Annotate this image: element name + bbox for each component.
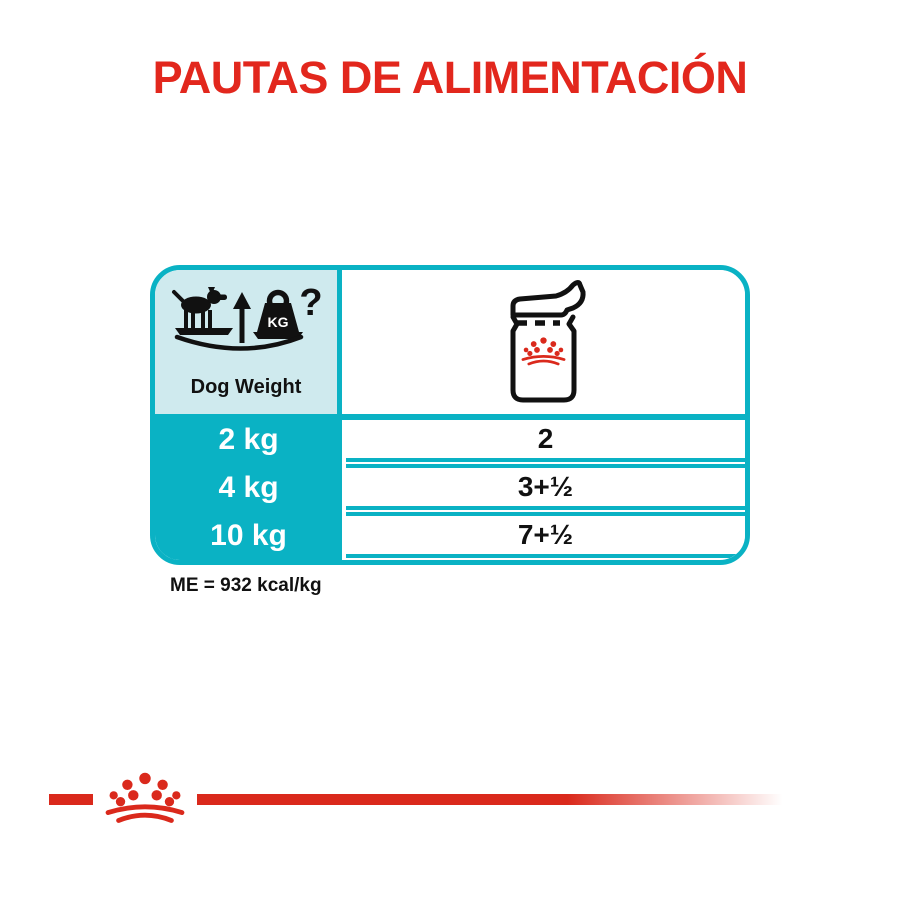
dog-weight-value: 2 kg <box>218 423 279 456</box>
dog-weight-value: 4 kg <box>218 471 279 504</box>
question-mark-icon: ? <box>299 286 321 324</box>
row-gap <box>346 510 745 512</box>
wet-food-pouch-icon <box>510 280 586 403</box>
page-title: PAUTAS DE ALIMENTACIÓN <box>152 52 748 103</box>
pouch-count-column: 2 3+½ 7+½ <box>346 420 745 558</box>
pouch-header-cell <box>342 270 745 414</box>
pouch-count-value: 7+½ <box>346 512 745 558</box>
dog-icon <box>172 286 227 328</box>
energy-footnote: ME = 932 kcal/kg <box>170 575 322 596</box>
balance-curve <box>174 334 304 351</box>
royal-canin-crown-logo <box>105 772 185 823</box>
table-data-rows: 2 kg 4 kg 10 kg 2 3+½ 7+½ <box>155 420 745 560</box>
brand-logo-holder <box>93 766 197 830</box>
pouch-body <box>510 314 576 403</box>
table-header-row: KG ? Dog Weight <box>155 270 745 414</box>
pouch-flap <box>510 280 586 318</box>
feeding-guidelines-table: KG ? Dog Weight <box>150 265 750 565</box>
kg-weight-icon: KG <box>257 289 299 332</box>
header-separator <box>155 414 745 420</box>
brand-line <box>49 794 790 805</box>
pouch-count-value: 2 <box>346 420 745 462</box>
right-platform <box>253 331 303 339</box>
dog-weight-value: 10 kg <box>210 519 287 552</box>
row-gap <box>346 462 745 464</box>
weight-column-background <box>155 420 342 560</box>
dog-weight-column-label: Dog Weight <box>190 375 302 398</box>
left-platform <box>175 327 233 335</box>
kg-label: KG <box>268 314 289 330</box>
up-arrow-icon <box>233 291 251 343</box>
dog-weight-scale-icon: KG ? <box>172 286 321 351</box>
pouch-count-value: 3+½ <box>346 464 745 510</box>
royal-canin-crown-icon <box>521 337 565 366</box>
dog-weight-header-cell: KG ? Dog Weight <box>155 270 342 414</box>
